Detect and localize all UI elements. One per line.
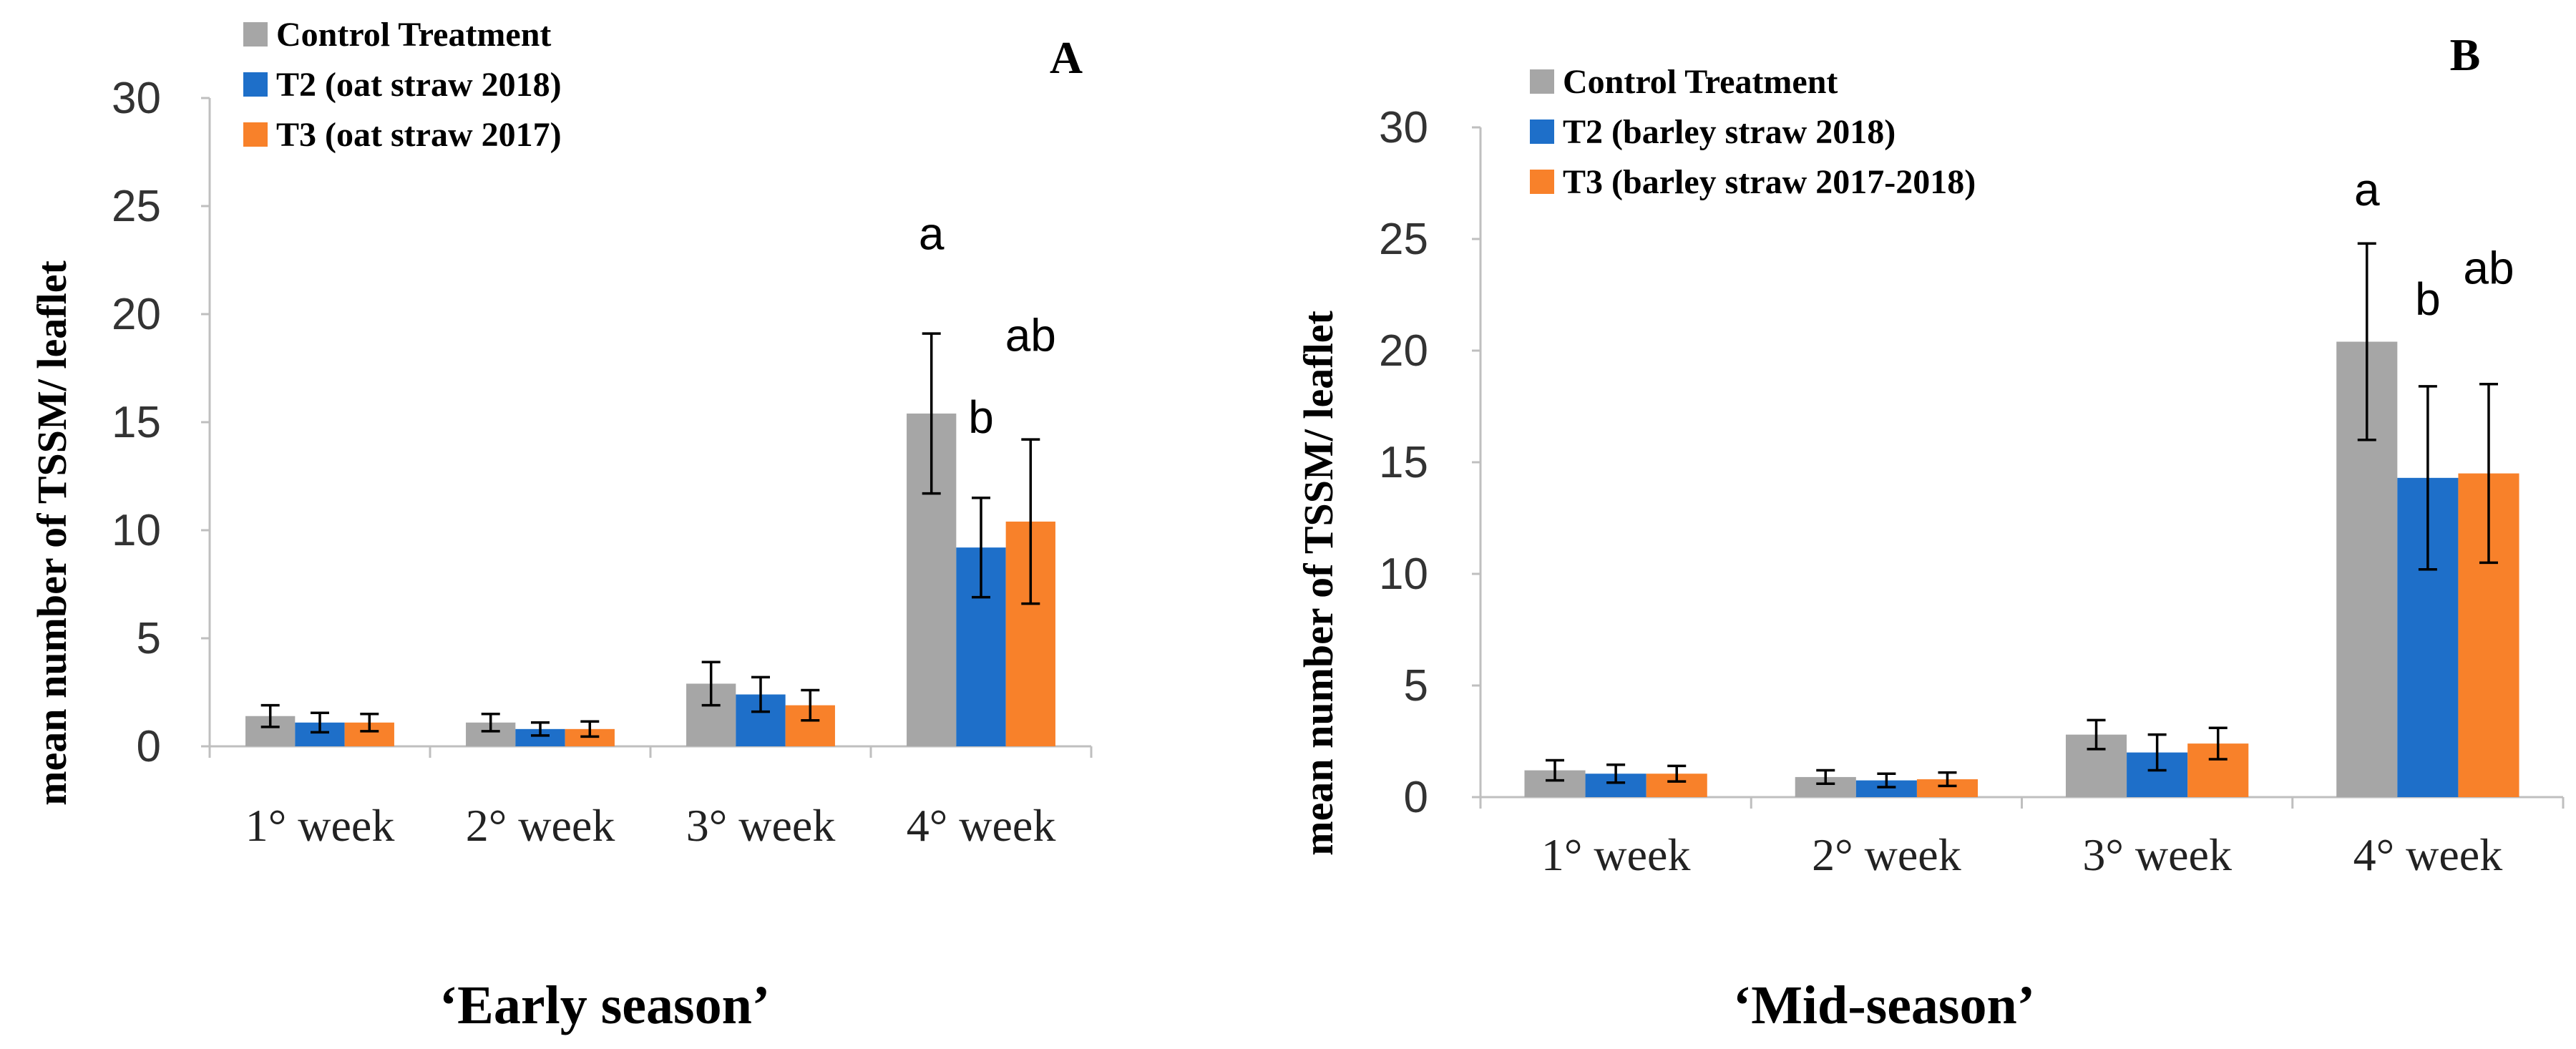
- error-bar-control: [922, 332, 941, 495]
- category-labels: 1° week 2° week 3° week 4° week: [1541, 829, 2502, 880]
- y-tick-label: 15: [1379, 438, 1428, 487]
- error-bar-t2: [1606, 763, 1626, 784]
- bars: [1524, 341, 2519, 797]
- significance-letter: ab: [2463, 242, 2514, 293]
- error-bar-t2: [1877, 772, 1896, 789]
- y-axis-ticks: 0 5 10 15 20 25 30: [1379, 103, 1480, 822]
- legend-label-t3: T3 (oat straw 2017): [276, 116, 562, 154]
- y-tick-label: 30: [1379, 103, 1428, 152]
- error-bar-t2: [311, 711, 329, 734]
- category-label: 3° week: [686, 800, 836, 851]
- category-label: 4° week: [2353, 829, 2503, 880]
- legend: Control Treatment T2 (oat straw 2018) T3…: [243, 16, 562, 154]
- season-label: ‘Mid-season’: [1733, 975, 2035, 1035]
- season-label: ‘Early season’: [439, 975, 770, 1035]
- category-labels: 1° week 2° week 3° week 4° week: [245, 800, 1056, 851]
- error-bar-t3: [1021, 438, 1040, 605]
- legend-swatch-t2: [1530, 119, 1554, 144]
- y-tick-label: 0: [1404, 773, 1428, 822]
- y-axis-ticks: 0 5 10 15 20 25 30: [112, 74, 210, 771]
- error-bar-t2: [2147, 733, 2167, 772]
- significance-letter: a: [919, 208, 945, 259]
- error-bar-control: [2087, 718, 2106, 751]
- error-bar-control: [1546, 758, 1565, 782]
- error-bar-t3: [2208, 726, 2228, 761]
- error-bar-t3: [1667, 764, 1687, 783]
- y-tick-label: 5: [1404, 661, 1428, 711]
- error-bar-t2: [972, 496, 990, 599]
- legend-label-control: Control Treatment: [1563, 63, 1838, 101]
- legend-swatch-t3: [1530, 170, 1554, 194]
- error-bar-t3: [360, 712, 379, 733]
- error-bar-control: [481, 712, 500, 733]
- y-tick-label: 25: [112, 182, 161, 231]
- category-label: 3° week: [2082, 829, 2232, 880]
- error-bar-t2: [531, 721, 550, 737]
- y-tick-label: 25: [1379, 215, 1428, 264]
- error-bar-t3: [580, 720, 600, 738]
- category-label: 1° week: [1541, 829, 1691, 880]
- significance-letter: b: [2415, 273, 2441, 325]
- y-axis-label: mean number of TSSM/ leaflet: [29, 260, 75, 806]
- y-tick-label: 30: [112, 74, 161, 123]
- category-label: 2° week: [466, 800, 615, 851]
- legend-label-t2: T2 (oat straw 2018): [276, 66, 562, 104]
- significance-letter: b: [968, 391, 994, 443]
- y-tick-label: 5: [137, 614, 161, 663]
- chart-panel-a: mean number of TSSM/ leaflet 0 5 10 15 20 25 3…: [29, 16, 1093, 1035]
- legend-label-t2: T2 (barley straw 2018): [1563, 113, 1896, 151]
- error-bar-control: [701, 660, 721, 707]
- significance-letter: a: [2354, 164, 2380, 215]
- legend-label-control: Control Treatment: [276, 16, 551, 54]
- x-axis-ticks: [1479, 797, 2565, 809]
- bar-t2: [1855, 780, 1917, 797]
- y-tick-label: 20: [1379, 326, 1428, 376]
- error-bars: [260, 332, 1040, 738]
- error-bar-t2: [2418, 385, 2437, 571]
- y-tick-label: 0: [137, 722, 161, 771]
- legend-swatch-t2: [243, 72, 268, 97]
- category-label: 4° week: [907, 800, 1056, 851]
- x-axis-ticks: [208, 746, 1093, 758]
- error-bar-control: [1816, 769, 1835, 786]
- panel-letter: B: [2450, 29, 2481, 80]
- legend-swatch-control: [1530, 69, 1554, 94]
- y-tick-label: 15: [112, 398, 161, 447]
- legend: Control Treatment T2 (barley straw 2018)…: [1530, 63, 1976, 201]
- error-bar-control: [2357, 242, 2376, 441]
- chart-panel-b: mean number of TSSM/ leaflet 0 5 10 15 20 25 3…: [1295, 29, 2565, 1035]
- legend-swatch-t3: [243, 122, 268, 147]
- category-label: 1° week: [245, 800, 395, 851]
- error-bar-t3: [1938, 771, 1957, 788]
- panel-letter: A: [1050, 32, 1083, 83]
- error-bars: [1546, 242, 2498, 789]
- significance-letter: ab: [1005, 309, 1056, 361]
- error-bar-control: [260, 703, 280, 728]
- error-bar-t2: [751, 675, 770, 713]
- error-bar-t3: [801, 688, 820, 722]
- error-bar-t3: [2479, 383, 2498, 565]
- y-tick-label: 20: [112, 290, 161, 339]
- bars: [245, 413, 1055, 746]
- legend-swatch-control: [243, 22, 268, 47]
- category-label: 2° week: [1812, 829, 1961, 880]
- y-axis-label: mean number of TSSM/ leaflet: [1295, 311, 1342, 856]
- y-tick-label: 10: [1379, 550, 1428, 599]
- legend-label-t3: T3 (barley straw 2017-2018): [1563, 163, 1976, 201]
- y-tick-label: 10: [112, 506, 161, 555]
